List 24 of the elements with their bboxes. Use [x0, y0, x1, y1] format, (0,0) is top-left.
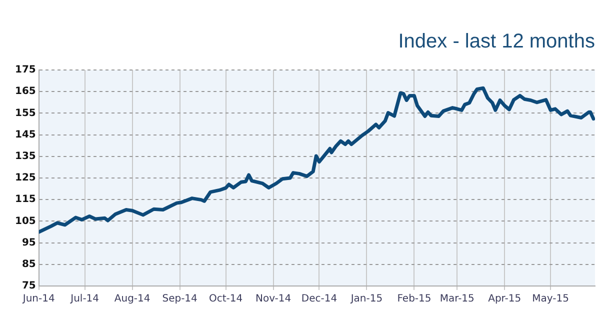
x-tick-label: May-15	[532, 294, 569, 305]
x-tick-label: Jan-15	[350, 294, 383, 305]
x-tick-label: Jul-14	[70, 294, 100, 305]
x-tick-label: Feb-15	[397, 294, 432, 305]
x-tick-label: Sep-14	[162, 294, 198, 305]
y-tick-label: 135	[15, 150, 36, 162]
y-tick-label: 155	[15, 108, 36, 119]
x-tick-label: Dec-14	[301, 294, 338, 305]
y-tick-label: 115	[15, 194, 36, 206]
y-tick-label: 95	[22, 237, 36, 248]
y-tick-label: 105	[15, 216, 36, 227]
y-tick-label: 125	[15, 172, 36, 184]
x-tick-label: Nov-14	[255, 294, 292, 305]
x-tick-label: Aug-14	[114, 294, 150, 305]
y-tick-label: 165	[15, 86, 36, 98]
y-tick-label: 75	[22, 280, 36, 292]
x-tick-label: Jun-14	[22, 294, 55, 305]
y-tick-label: 175	[15, 64, 36, 76]
x-tick-label: Mar-15	[440, 294, 474, 305]
chart-title: Index - last 12 months	[398, 30, 595, 53]
x-tick-label: Oct-14	[208, 294, 243, 305]
x-tick-label: Apr-15	[488, 294, 522, 305]
y-tick-label: 145	[15, 129, 36, 140]
y-tick-label: 85	[22, 258, 36, 270]
